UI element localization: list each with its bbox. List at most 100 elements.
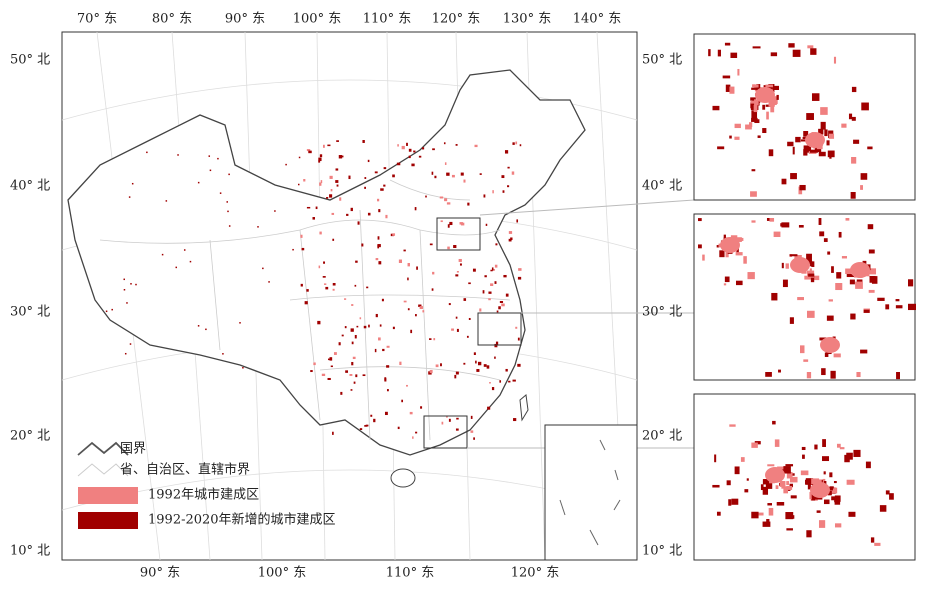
inset-urban-dot <box>712 105 720 111</box>
inset-urban-dot <box>811 494 816 501</box>
urban-dot <box>434 175 437 179</box>
urban-dot <box>336 140 339 142</box>
inset-urban-dot <box>803 145 812 153</box>
inset-urban-dot <box>810 149 818 153</box>
urban-dot <box>477 361 482 366</box>
inset-urban-dot <box>806 372 812 379</box>
inset-urban-dot <box>885 490 890 495</box>
inset-urban-dot <box>734 136 740 140</box>
inset-urban-dot <box>770 52 778 57</box>
inset-urban-dot <box>810 275 815 283</box>
urban-dot <box>472 268 476 272</box>
inset-urban-dot <box>809 268 812 273</box>
inset-urban-dot <box>752 46 761 49</box>
lat-label-left: 20° 北 <box>10 429 50 444</box>
lat-label-right: 40° 北 <box>642 179 682 194</box>
inset-urban-dot <box>778 369 781 373</box>
inset-urban-dot <box>829 486 834 489</box>
inset-urban-dot <box>814 147 822 153</box>
lon-label-top: 140° 东 <box>573 12 621 27</box>
urban-dot <box>332 282 336 286</box>
inset-urban-dot <box>773 231 781 238</box>
lat-label-right: 50° 北 <box>642 53 682 68</box>
inset-urban-dot <box>895 305 903 309</box>
taiwan <box>519 394 529 422</box>
urban-dot <box>340 391 343 395</box>
urban-dot <box>448 418 451 422</box>
urban-dot <box>386 345 390 348</box>
urban-dot <box>505 293 509 297</box>
inset-urban-dot <box>702 254 705 261</box>
urban-dot <box>517 363 521 367</box>
urban-dot <box>123 278 125 281</box>
lat-label-left: 30° 北 <box>10 305 50 320</box>
urban-dot <box>459 222 463 225</box>
urban-dot <box>410 329 413 334</box>
urban-dot <box>332 431 334 435</box>
urban-dot <box>370 414 373 417</box>
inset-urban-dot <box>735 237 742 242</box>
inset-urban-dot <box>845 218 850 221</box>
urban-dot <box>431 171 434 175</box>
inset-urban-dot <box>792 49 801 57</box>
inset-urban-dot <box>762 128 767 134</box>
inset-urban-dot <box>818 520 826 528</box>
legend-label: 1992-2020年新增的城市建成区 <box>148 512 336 528</box>
urban-dot <box>319 231 322 235</box>
urban-dot <box>257 226 259 228</box>
urban-dot <box>408 148 412 152</box>
urban-dot <box>396 162 401 166</box>
inset-urban-dot <box>844 454 850 463</box>
urban-dot <box>446 202 451 205</box>
urban-dot <box>444 198 448 202</box>
urban-dot <box>496 310 499 313</box>
urban-dot <box>377 244 381 248</box>
inset-urban-dot <box>867 146 873 150</box>
urban-dot <box>381 298 384 302</box>
urban-dot <box>126 302 128 304</box>
urban-dot <box>322 276 326 278</box>
urban-dot <box>407 262 410 267</box>
urban-dot <box>327 144 331 147</box>
urban-dot <box>175 266 178 269</box>
urban-dot <box>479 308 482 312</box>
south-sea-inset <box>544 424 638 561</box>
inset-urban-dot <box>740 457 745 462</box>
urban-dot <box>504 150 509 154</box>
inset-urban-dot <box>723 234 726 241</box>
urban-dot <box>392 326 395 330</box>
inset-urban-dot <box>729 86 735 94</box>
inset-urban-dot <box>811 261 815 267</box>
urban-dot <box>319 154 323 158</box>
urban-dot <box>351 304 354 306</box>
urban-dot <box>409 411 413 415</box>
urban-dot <box>177 154 179 156</box>
urban-dot <box>485 223 488 226</box>
urban-dot <box>403 300 407 303</box>
inset-urban-dot <box>781 222 790 228</box>
urban-dot <box>348 175 351 180</box>
inset-urban-dot <box>776 501 785 506</box>
urban-dot <box>330 189 333 192</box>
inset-urban-dot <box>848 113 853 120</box>
inset-urban-dot <box>806 253 812 262</box>
urban-dot <box>488 298 491 301</box>
inset-urban-dot <box>750 97 756 101</box>
urban-dot <box>479 173 482 175</box>
urban-dot <box>227 210 229 213</box>
urban-dot <box>429 369 433 374</box>
urban-dot <box>304 301 308 305</box>
urban-dot <box>473 437 475 440</box>
urban-dot <box>512 142 515 145</box>
urban-dot <box>329 175 333 179</box>
inset-urban-core <box>765 467 785 483</box>
urban-dot <box>338 342 341 346</box>
urban-dot <box>319 182 322 186</box>
urban-dot <box>351 361 354 366</box>
inset-urban-dot <box>850 313 856 320</box>
urban-dot <box>467 202 470 206</box>
lat-label-left: 10° 北 <box>10 544 50 559</box>
inset-urban-dot <box>841 123 847 128</box>
urban-dot <box>435 364 439 368</box>
urban-dot <box>399 361 402 366</box>
